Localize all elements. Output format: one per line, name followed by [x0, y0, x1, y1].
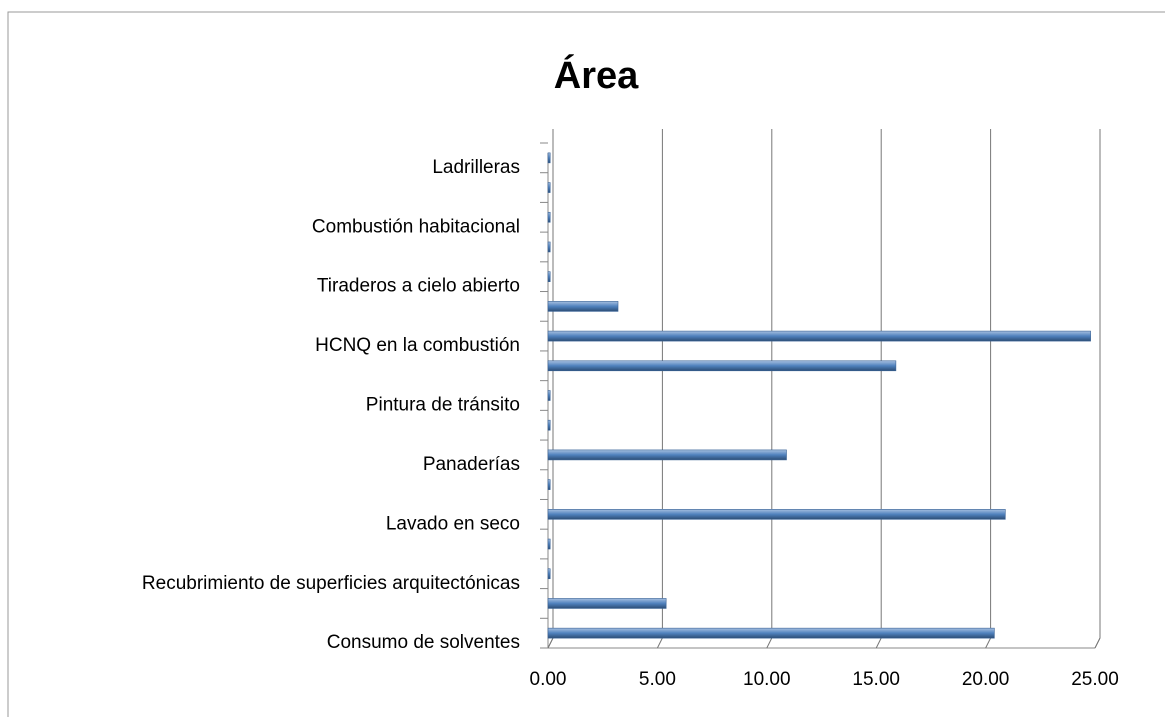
tick-mark — [985, 637, 992, 649]
y-tick-label: HCNQ en la combustión — [315, 335, 520, 356]
bar — [547, 568, 551, 580]
y-tick-label: Recubrimiento de superficies arquitectón… — [142, 573, 520, 594]
bar — [547, 301, 619, 312]
y-tick-label: Consumo de solventes — [327, 632, 520, 653]
x-tick-label: 0.00 — [530, 669, 567, 690]
bar — [547, 390, 551, 401]
y-tick-label: Panaderías — [423, 454, 520, 475]
tick-mark — [766, 637, 773, 649]
tick-mark — [656, 637, 663, 649]
bar — [547, 627, 995, 639]
x-tick-label: 5.00 — [639, 669, 676, 690]
tick-mark — [1094, 637, 1101, 649]
x-tick-label: 10.00 — [743, 669, 791, 690]
bar — [547, 449, 787, 461]
x-tick-label: 25.00 — [1071, 669, 1119, 690]
y-tick-label: Combustión habitacional — [312, 216, 520, 237]
bar — [547, 211, 551, 223]
bar — [547, 241, 551, 253]
bar — [547, 271, 551, 282]
bar — [547, 479, 551, 490]
tick-mark — [547, 637, 554, 649]
x-tick-label: 15.00 — [852, 669, 900, 690]
bar — [547, 509, 1006, 520]
bar — [547, 419, 551, 431]
bar — [547, 360, 897, 372]
y-tick-label: Tiraderos a cielo abierto — [317, 276, 520, 297]
y-tick-label: Lavado en seco — [386, 513, 520, 534]
bar — [547, 598, 667, 609]
bar — [547, 182, 551, 193]
chart-title: Área — [554, 53, 639, 97]
x-tick-label: 20.00 — [962, 669, 1010, 690]
bar — [547, 538, 551, 550]
y-tick-label: Pintura de tránsito — [366, 395, 520, 416]
tick-mark — [875, 637, 882, 649]
bar — [547, 152, 551, 164]
bar — [547, 330, 1091, 342]
y-tick-label: Ladrilleras — [432, 157, 520, 178]
